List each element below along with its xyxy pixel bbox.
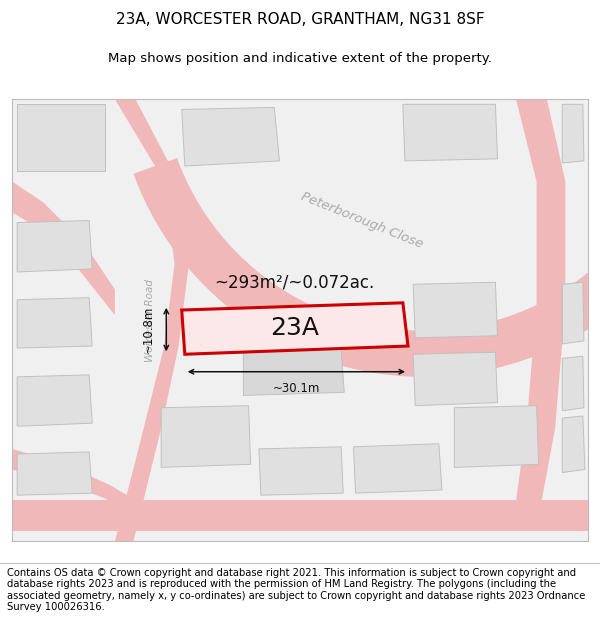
- Polygon shape: [17, 104, 104, 171]
- Text: Peterborough Close: Peterborough Close: [299, 190, 425, 251]
- Polygon shape: [133, 158, 600, 377]
- Text: Contains OS data © Crown copyright and database right 2021. This information is : Contains OS data © Crown copyright and d…: [7, 568, 586, 612]
- Polygon shape: [562, 104, 584, 163]
- Polygon shape: [244, 349, 344, 396]
- Polygon shape: [259, 447, 343, 495]
- Text: 23A, WORCESTER ROAD, GRANTHAM, NG31 8SF: 23A, WORCESTER ROAD, GRANTHAM, NG31 8SF: [116, 12, 484, 27]
- Polygon shape: [562, 416, 585, 472]
- Text: Worcester Road: Worcester Road: [145, 279, 155, 362]
- Text: Map shows position and indicative extent of the property.: Map shows position and indicative extent…: [108, 52, 492, 65]
- Polygon shape: [182, 107, 280, 166]
- Polygon shape: [413, 282, 497, 338]
- Text: ~10.8m: ~10.8m: [141, 306, 154, 353]
- Polygon shape: [413, 352, 497, 406]
- Polygon shape: [17, 375, 92, 426]
- Polygon shape: [562, 282, 584, 344]
- Polygon shape: [562, 356, 584, 411]
- Polygon shape: [12, 449, 136, 516]
- Polygon shape: [17, 452, 92, 495]
- Polygon shape: [454, 406, 539, 468]
- Polygon shape: [12, 500, 588, 531]
- Polygon shape: [17, 221, 92, 272]
- Text: 23A: 23A: [270, 316, 319, 340]
- Polygon shape: [353, 444, 442, 493]
- Polygon shape: [161, 406, 251, 468]
- Polygon shape: [17, 298, 92, 348]
- Polygon shape: [182, 303, 408, 354]
- Polygon shape: [115, 99, 189, 541]
- Text: ~293m²/~0.072ac.: ~293m²/~0.072ac.: [214, 273, 374, 291]
- Polygon shape: [516, 99, 565, 500]
- Text: ~30.1m: ~30.1m: [273, 382, 320, 395]
- Polygon shape: [403, 104, 497, 161]
- Polygon shape: [12, 181, 115, 315]
